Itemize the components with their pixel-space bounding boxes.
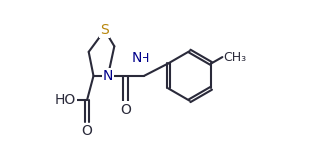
Text: CH₃: CH₃ — [223, 51, 246, 64]
Text: N: N — [132, 51, 142, 65]
Text: S: S — [100, 23, 109, 37]
Text: N: N — [103, 69, 113, 83]
Text: HO: HO — [55, 93, 76, 107]
Text: H: H — [139, 52, 149, 65]
Text: O: O — [82, 124, 93, 138]
Text: O: O — [120, 103, 131, 117]
